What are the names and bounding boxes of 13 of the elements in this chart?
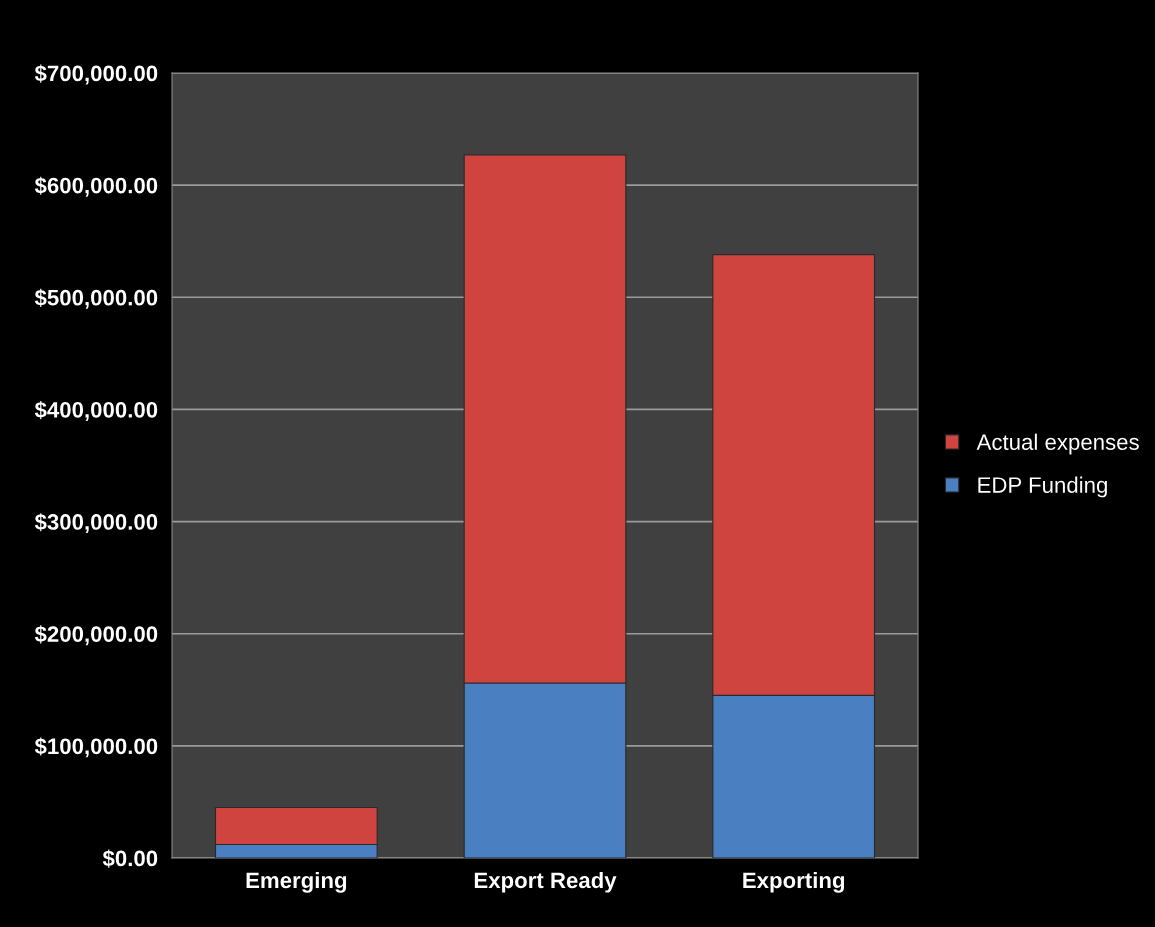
y-tick-label: $400,000.00 xyxy=(34,400,158,421)
x-tick-label: Emerging xyxy=(246,871,347,893)
y-tick-label: $100,000.00 xyxy=(34,737,158,758)
legend-label: EDP Funding xyxy=(978,476,1107,498)
legend-label: Actual expenses xyxy=(976,433,1139,455)
x-tick-label: Exporting xyxy=(743,871,845,893)
x-tick-label: Export Ready xyxy=(474,871,617,893)
y-tick-label: $0.00 xyxy=(102,849,158,868)
y-tick-label: $200,000.00 xyxy=(34,625,158,646)
y-tick-label: $600,000.00 xyxy=(34,176,158,197)
y-tick-label: $500,000.00 xyxy=(34,288,158,309)
y-tick-label: $700,000.00 xyxy=(34,64,158,85)
y-tick-label: $300,000.00 xyxy=(34,513,158,534)
